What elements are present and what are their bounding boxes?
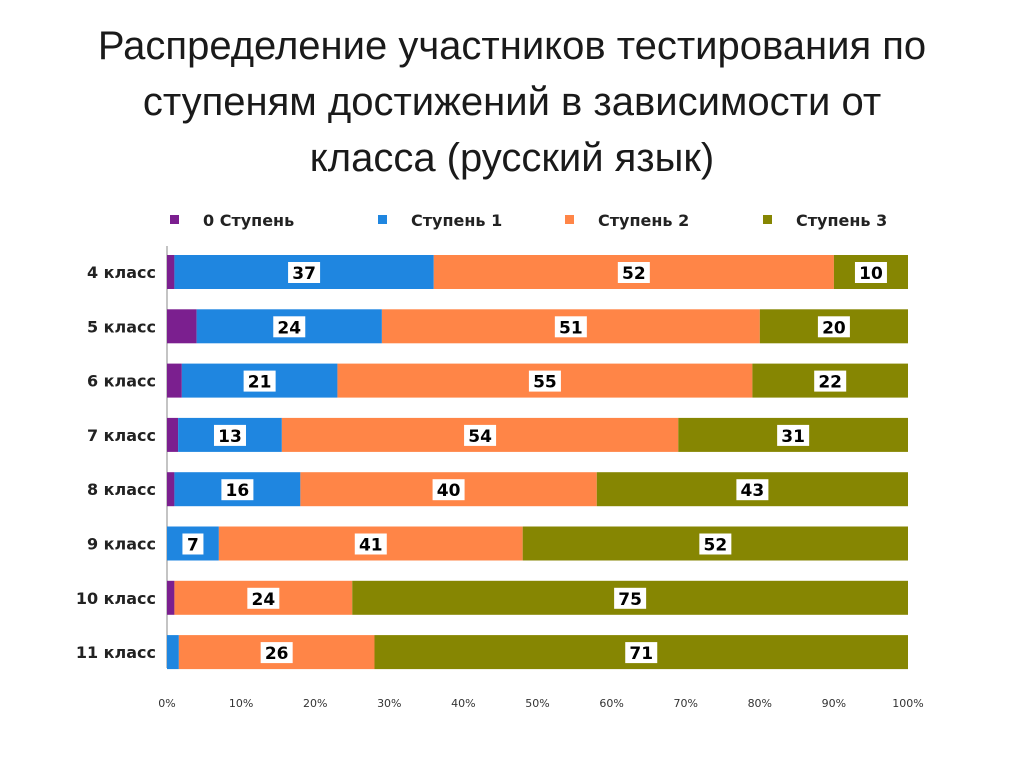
page-title: Распределение участников тестирования по… xyxy=(40,18,984,186)
data-label: 41 xyxy=(359,536,383,556)
legend-label-0: 0 Ступень xyxy=(203,211,294,230)
data-label: 52 xyxy=(622,264,646,284)
x-tick-label: 50% xyxy=(525,697,549,710)
data-label-box xyxy=(625,642,658,664)
x-tick-label: 30% xyxy=(377,697,401,710)
data-label: 51 xyxy=(559,318,583,338)
data-label: 16 xyxy=(226,481,250,501)
data-label: 40 xyxy=(437,481,461,501)
legend-swatch-1 xyxy=(378,215,387,224)
bar-segment xyxy=(167,363,182,398)
title-line-3: класса (русский язык) xyxy=(309,136,715,180)
data-label-box xyxy=(528,370,561,392)
data-label-box xyxy=(617,262,650,283)
category-label: 11 класс xyxy=(76,643,156,662)
legend-label-2: Ступень 2 xyxy=(598,211,689,230)
bar-segment xyxy=(167,309,197,344)
category-label: 4 класс xyxy=(87,263,156,282)
x-tick-label: 20% xyxy=(303,697,327,710)
bar-segment xyxy=(167,580,175,615)
data-label: 22 xyxy=(818,373,842,393)
data-label-box xyxy=(288,262,321,283)
data-label: 24 xyxy=(277,318,301,338)
category-label: 8 класс xyxy=(87,480,156,499)
data-label-box xyxy=(273,316,306,338)
data-label-box xyxy=(814,370,847,392)
data-label-box xyxy=(247,587,280,609)
data-label-box xyxy=(817,316,850,338)
x-tick-label: 40% xyxy=(451,697,475,710)
data-label-box xyxy=(777,424,810,446)
data-label: 54 xyxy=(468,427,492,447)
title-line-1: Распределение участников тестирования по xyxy=(97,24,927,68)
data-label-box xyxy=(699,533,732,555)
data-label-box xyxy=(221,479,254,501)
legend-label-1: Ступень 1 xyxy=(411,211,502,230)
category-label: 7 класс xyxy=(87,426,156,445)
data-label: 10 xyxy=(859,264,883,284)
bar-segment xyxy=(167,635,179,670)
legend-label-3: Ступень 3 xyxy=(796,211,887,230)
x-tick-label: 90% xyxy=(822,697,846,710)
data-label-box xyxy=(614,587,647,609)
data-label-box xyxy=(736,479,769,501)
x-axis-ticks: 0% 10% 20% 30% 40% 50% 60% 70% 80% 90% 100% xyxy=(158,697,923,710)
x-tick-label: 80% xyxy=(748,697,772,710)
data-label-box xyxy=(464,424,497,446)
data-label: 71 xyxy=(629,644,653,664)
data-label: 52 xyxy=(704,536,728,556)
data-label-box xyxy=(554,316,587,338)
bar-segment xyxy=(167,472,175,507)
x-tick-label: 10% xyxy=(229,697,253,710)
legend-swatch-2 xyxy=(565,215,574,224)
category-label: 6 класс xyxy=(87,372,156,391)
category-label: 10 класс xyxy=(76,589,156,608)
data-label-box xyxy=(260,642,293,664)
data-label-box xyxy=(243,370,276,392)
x-tick-label: 70% xyxy=(673,697,697,710)
category-label: 5 класс xyxy=(87,317,156,336)
legend-swatch-3 xyxy=(763,215,772,224)
chart-legend: 0 Ступень Ступень 1 Ступень 2 Ступень 3 xyxy=(170,211,887,230)
data-label-box xyxy=(182,533,204,555)
data-label: 7 xyxy=(187,536,199,556)
data-label: 75 xyxy=(618,590,642,610)
data-label: 43 xyxy=(741,481,765,501)
title-line-2: ступеням достижений в зависимости от xyxy=(142,80,882,124)
data-label: 55 xyxy=(533,373,557,393)
data-label: 13 xyxy=(218,427,242,447)
data-label: 26 xyxy=(265,644,289,664)
data-label: 20 xyxy=(822,318,846,338)
category-label: 9 класс xyxy=(87,535,156,554)
chart-bars: 4 класс 37 52 10 5 класс 24 51 20 6 класс 21 55 22 7… xyxy=(76,255,909,670)
data-label: 21 xyxy=(248,373,272,393)
data-label-box xyxy=(432,479,465,501)
data-label-box xyxy=(213,424,246,446)
legend-swatch-0 xyxy=(170,215,179,224)
x-tick-label: 60% xyxy=(599,697,623,710)
data-label-box xyxy=(354,533,387,555)
x-tick-label: 100% xyxy=(892,697,923,710)
data-label: 37 xyxy=(292,264,316,284)
data-label-box xyxy=(854,262,887,283)
x-tick-label: 0% xyxy=(158,697,175,710)
data-label: 31 xyxy=(781,427,805,447)
data-label: 24 xyxy=(251,590,275,610)
bar-segment xyxy=(167,255,175,289)
bar-segment xyxy=(167,417,179,452)
